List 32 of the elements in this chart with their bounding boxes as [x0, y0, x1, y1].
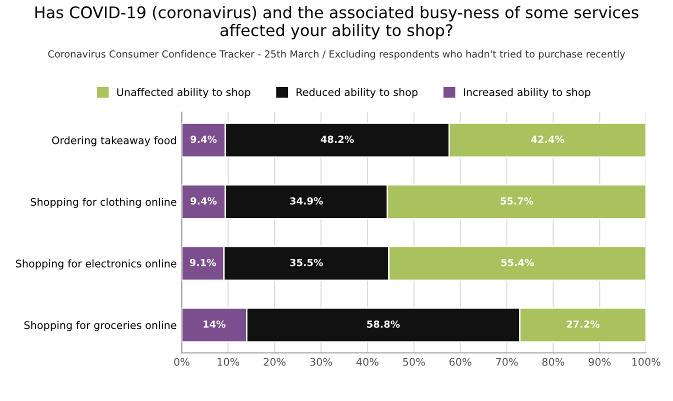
x-tick-label: 10%	[218, 358, 240, 366]
data-label: 14%	[204, 320, 226, 328]
x-tick-label: 30%	[310, 358, 332, 366]
chart-subtitle: Coronavirus Consumer Confidence Tracker - 25th March / Excluding respondents who hadn't tried to purchase recently	[48, 50, 626, 60]
x-tick-label: 50%	[403, 358, 425, 366]
data-label: 42.4%	[531, 136, 564, 143]
x-tick-label: 0%	[174, 358, 190, 366]
data-label: 58.8%	[367, 320, 400, 328]
data-label: 9.4%	[190, 197, 217, 205]
data-label: 27.2%	[566, 320, 600, 328]
data-label: 9.1%	[190, 258, 216, 266]
chart-title: Has COVID-19 (coronavirus) and the associated busy-ness of some services affected your ability to shop?	[35, 6, 638, 40]
x-tick-label: 80%	[542, 358, 564, 366]
data-label: 35.5%	[290, 258, 323, 266]
x-tick-label: 40%	[356, 358, 378, 366]
data-label: 9.4%	[190, 136, 217, 143]
x-tick-label: 20%	[264, 358, 286, 366]
x-tick-label: 90%	[588, 358, 611, 366]
data-label: 55.4%	[501, 258, 534, 266]
data-label: 55.7%	[500, 197, 534, 205]
data-label: 34.9%	[290, 197, 323, 205]
legend-label: Increased ability to shop	[464, 88, 590, 98]
x-tick-label: 60%	[449, 358, 472, 366]
y-tick-label: Shopping for clothing online	[30, 198, 176, 208]
y-tick-label: Shopping for electronics online	[16, 259, 176, 270]
x-tick-label: 100%	[632, 358, 660, 366]
y-tick-label: Ordering takeaway food	[52, 136, 176, 146]
y-tick-label: Shopping for groceries online	[24, 321, 176, 332]
x-tick-label: 70%	[496, 358, 518, 366]
legend-label: Unaffected ability to shop	[117, 88, 250, 98]
legend-label: Reduced ability to shop	[296, 88, 418, 98]
data-label: 48.2%	[320, 136, 354, 143]
